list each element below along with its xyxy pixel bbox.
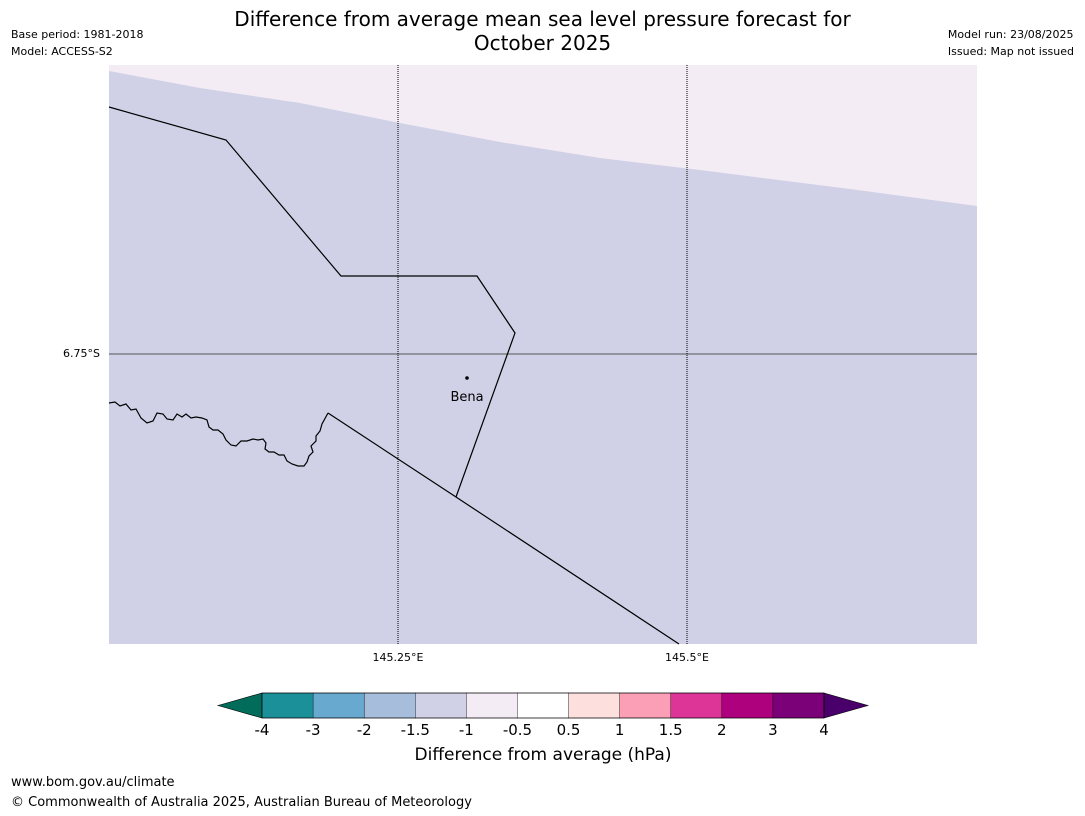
colorbar-tick-label: -1: [459, 721, 474, 739]
coastline-river-boundary: [108, 401, 329, 467]
meta-right: Model run: 23/08/2025 Issued: Map not is…: [948, 26, 1074, 60]
colorbar: -4 -3 -2 -1.5 -1 -0.5 0.5 1 1.5 2 3 4: [216, 692, 870, 739]
colorbar-tick-label: 4: [819, 721, 829, 739]
colorbar-tick-label: 0.5: [557, 721, 581, 739]
province-boundary-south: [327, 412, 680, 645]
issued-status: Issued: Map not issued: [947, 45, 1074, 58]
colorbar-tick-label: -2: [357, 721, 372, 739]
title-line-2: October 2025: [473, 31, 612, 55]
colorbar-tick-label: -0.5: [503, 721, 532, 739]
colorbar-segment: [772, 692, 825, 719]
pressure-region-upper: [109, 65, 977, 206]
colorbar-segment: [312, 692, 365, 719]
colorbar-segment: [568, 692, 621, 719]
map-title: Difference from average mean sea level p…: [180, 7, 905, 55]
longitude-label-2: 145.5°E: [665, 651, 709, 664]
colorbar-segment: [517, 692, 570, 719]
colorbar-tick-label: -1.5: [401, 721, 430, 739]
town-label: Bena: [450, 390, 483, 405]
meta-left: Base period: 1981-2018 Model: ACCESS-S2: [11, 26, 143, 60]
colorbar-segment: [363, 692, 416, 719]
colorbar-title: Difference from average (hPa): [414, 745, 672, 765]
latitude-label: 6.75°S: [63, 347, 100, 360]
colorbar-segment: [721, 692, 774, 719]
colorbar-under-arrow: [216, 692, 263, 719]
colorbar-segment: [415, 692, 467, 719]
province-boundary-north: [108, 106, 516, 498]
colorbar-outline: [261, 692, 825, 719]
colorbar-tick-label: 1.5: [659, 721, 683, 739]
town-marker-dot: [465, 376, 469, 380]
colorbar-segment: [261, 692, 314, 719]
model-run: Model run: 23/08/2025: [947, 28, 1074, 41]
title-line-1: Difference from average mean sea level p…: [234, 7, 851, 31]
model-name: Model: ACCESS-S2: [11, 45, 113, 58]
boundaries: [108, 106, 680, 645]
colorbar-segment: [619, 692, 672, 719]
footer-copyright: © Commonwealth of Australia 2025, Austra…: [11, 795, 472, 810]
footer-url[interactable]: www.bom.gov.au/climate: [11, 775, 175, 790]
colorbar-tick-label: 1: [615, 721, 625, 739]
base-period: Base period: 1981-2018: [11, 28, 144, 41]
colorbar-tick-label: 2: [717, 721, 727, 739]
longitude-label-1: 145.25°E: [372, 651, 424, 664]
colorbar-segment: [466, 692, 518, 719]
colorbar-tick-label: 3: [768, 721, 778, 739]
colorbar-segment: [670, 692, 723, 719]
colorbar-tick-label: -3: [306, 721, 321, 739]
colorbar-over-arrow: [823, 692, 870, 719]
colorbar-tick-label: -4: [255, 721, 270, 739]
